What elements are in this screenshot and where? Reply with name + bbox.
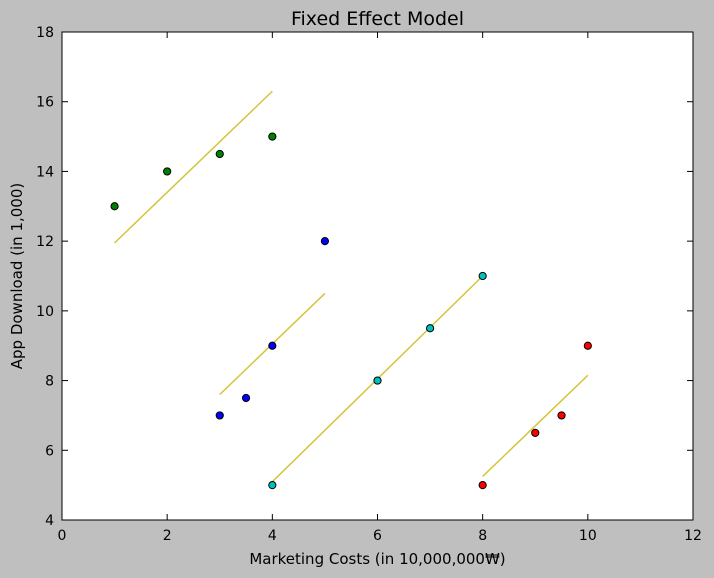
data-point bbox=[241, 393, 251, 403]
data-point bbox=[373, 376, 382, 385]
data-point bbox=[163, 167, 172, 176]
x-tick-label: 4 bbox=[268, 528, 277, 544]
data-point bbox=[583, 341, 592, 350]
fit-line bbox=[114, 90, 273, 244]
y-tick-label: 10 bbox=[36, 304, 54, 320]
y-tick-label: 18 bbox=[36, 25, 54, 41]
fit-line bbox=[482, 374, 589, 477]
y-axis-ticks: 4 6 8 10 12 14 16 18 bbox=[36, 25, 693, 529]
y-tick-label: 12 bbox=[36, 234, 54, 250]
data-point bbox=[478, 271, 487, 281]
data-point bbox=[268, 341, 277, 350]
x-tick-label: 2 bbox=[163, 528, 172, 544]
x-tick-label: 6 bbox=[373, 528, 382, 544]
y-tick-label: 4 bbox=[45, 513, 54, 529]
y-tick-label: 14 bbox=[36, 164, 54, 180]
data-point bbox=[268, 132, 277, 141]
data-points bbox=[110, 132, 592, 490]
y-tick-label: 8 bbox=[45, 374, 54, 390]
x-axis-ticks: 0 2 4 6 8 10 12 bbox=[58, 32, 702, 544]
data-point bbox=[215, 411, 224, 420]
data-point bbox=[531, 428, 540, 437]
x-tick-label: 8 bbox=[478, 528, 487, 544]
y-axis-label: App Download (in 1,000) bbox=[8, 183, 26, 370]
data-point bbox=[215, 149, 224, 159]
x-axis-label: Marketing Costs (in 10,000,000₩) bbox=[249, 550, 505, 568]
data-point bbox=[557, 411, 566, 420]
x-tick-label: 10 bbox=[579, 528, 597, 544]
data-point bbox=[425, 324, 435, 333]
x-tick-label: 12 bbox=[684, 528, 702, 544]
chart-title: Fixed Effect Model bbox=[291, 8, 464, 30]
x-tick-label: 0 bbox=[58, 528, 67, 544]
data-point bbox=[110, 202, 119, 211]
plot-area bbox=[62, 32, 693, 520]
data-point bbox=[268, 481, 277, 490]
data-point bbox=[478, 481, 487, 490]
y-tick-label: 6 bbox=[45, 443, 54, 459]
data-point bbox=[320, 237, 330, 246]
y-tick-label: 16 bbox=[36, 95, 54, 111]
